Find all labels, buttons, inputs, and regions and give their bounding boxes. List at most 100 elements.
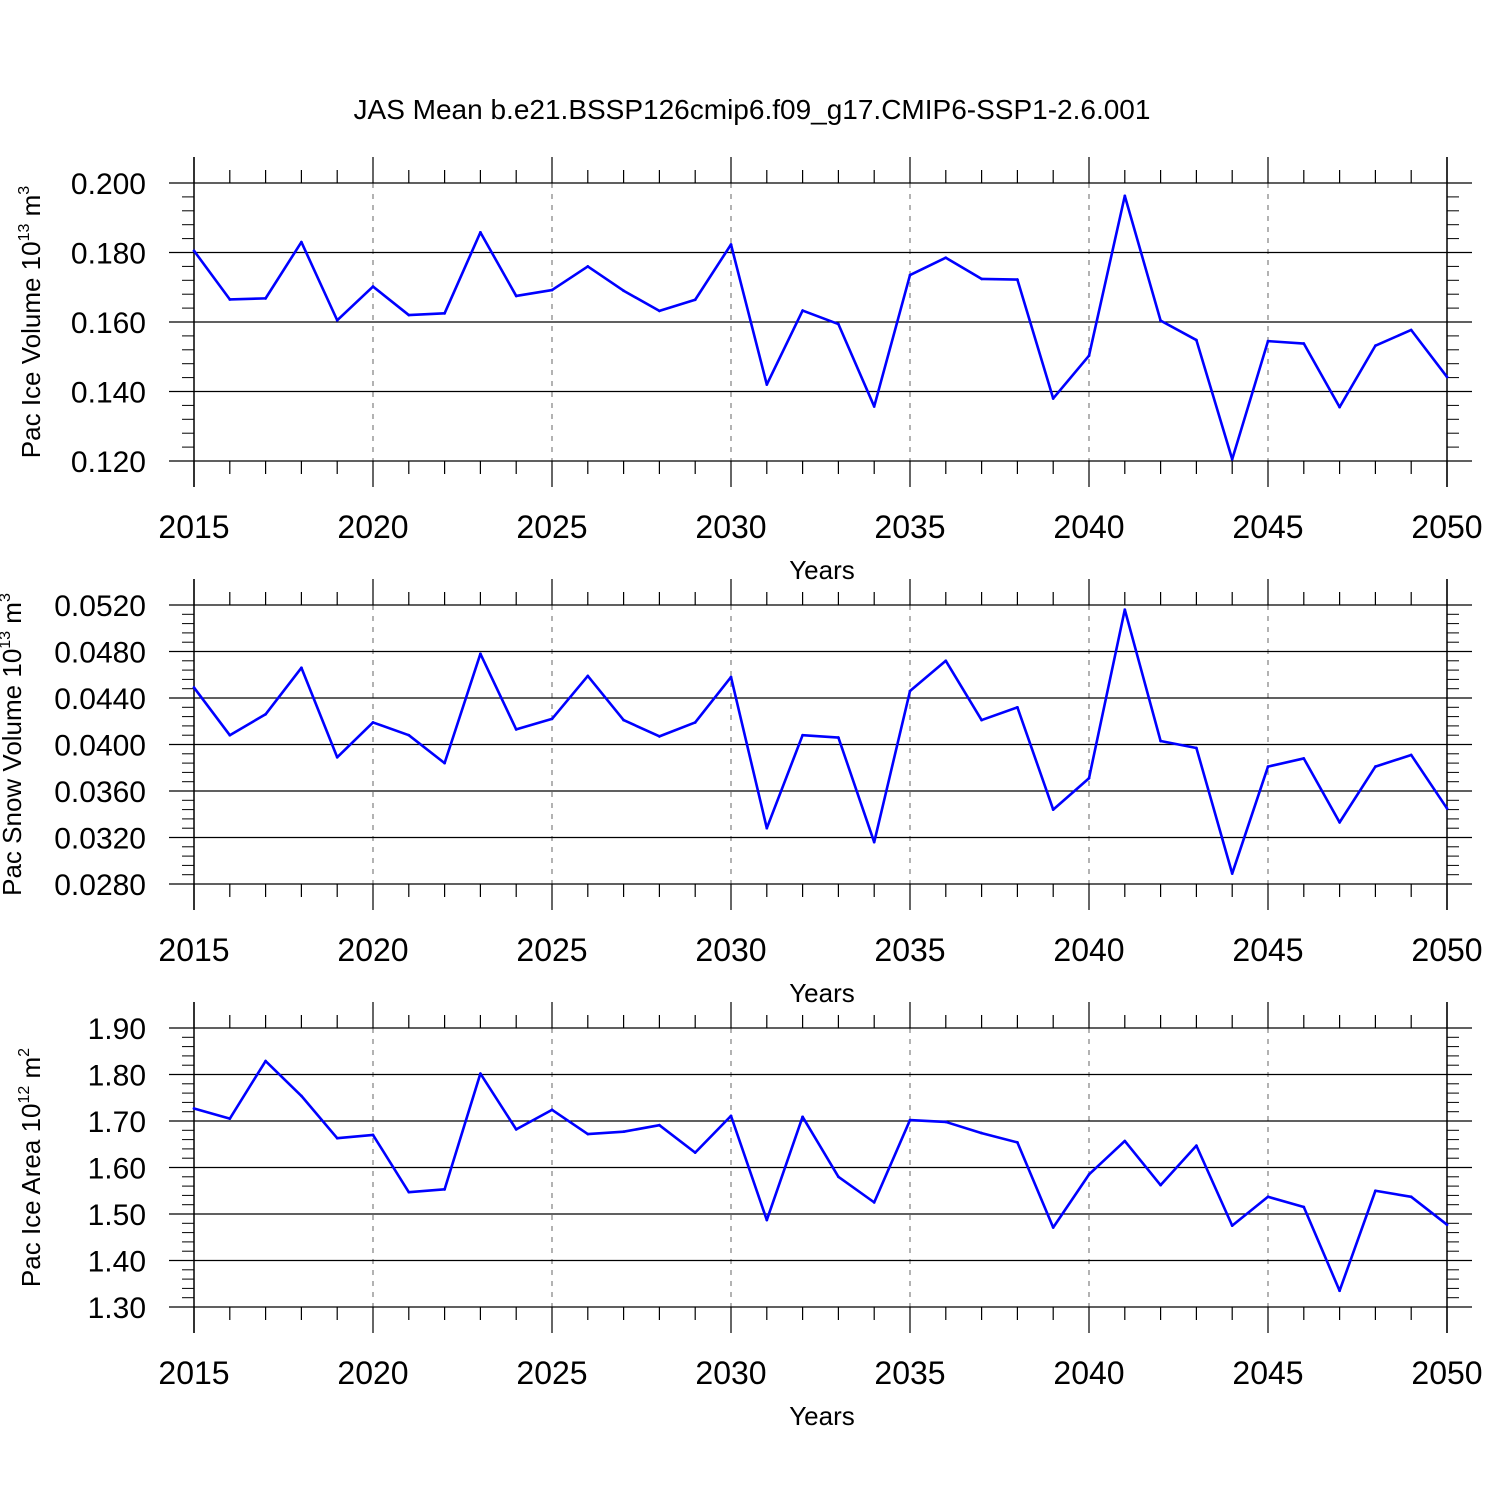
data-point	[765, 1218, 769, 1222]
data-point	[1266, 765, 1270, 768]
series-line-segment	[908, 1118, 948, 1124]
x-tick-label: 2030	[695, 509, 766, 545]
data-point	[1159, 739, 1162, 743]
data-point	[872, 840, 876, 844]
chart-title: JAS Mean b.e21.BSSP126cmip6.f09_g17.CMIP…	[354, 94, 1151, 125]
series-line-segment	[801, 733, 840, 739]
series-line-segment	[479, 652, 518, 731]
series-line-segment	[1051, 776, 1091, 811]
data-point	[1445, 375, 1449, 379]
series-line-segment	[1374, 328, 1413, 347]
series-line-segment	[1123, 194, 1162, 322]
data-point	[908, 1118, 912, 1122]
data-point	[1123, 194, 1127, 198]
data-point	[693, 721, 697, 724]
series-line-segment	[837, 736, 876, 844]
x-tick-label: 2040	[1053, 1355, 1124, 1391]
series-line-segment	[514, 717, 554, 731]
y-tick-label: 1.50	[88, 1199, 146, 1232]
series-line-segment	[371, 285, 411, 317]
series-line-segment	[1087, 1139, 1127, 1176]
y-tick-label: 0.0520	[54, 590, 146, 623]
data-point	[479, 652, 482, 656]
data-point	[192, 1107, 196, 1110]
x-tick-label: 2050	[1411, 1355, 1482, 1391]
data-point	[1195, 1144, 1198, 1147]
series-line-segment	[908, 659, 948, 693]
series-line-segment	[300, 666, 339, 759]
data-point	[1016, 706, 1019, 709]
series-line-segment	[586, 1130, 625, 1136]
data-point	[1338, 1289, 1341, 1293]
data-point	[586, 1132, 590, 1136]
series-line-segment	[801, 1115, 840, 1179]
data-point	[1195, 746, 1198, 750]
data-point	[1195, 338, 1198, 342]
data-point	[586, 674, 590, 678]
series-line-segment	[407, 733, 446, 765]
data-point	[658, 735, 661, 738]
data-point	[1409, 753, 1413, 757]
x-tick-label: 2050	[1411, 932, 1482, 968]
series-line-segment	[371, 1133, 411, 1194]
x-tick-label: 2045	[1232, 932, 1303, 968]
data-point	[264, 1059, 267, 1063]
series-line-segment	[443, 231, 482, 315]
series-line-segment	[192, 1107, 232, 1120]
series-line-segment	[479, 1072, 518, 1131]
x-tick-label: 2045	[1232, 509, 1303, 545]
y-tick-label: 0.0440	[54, 683, 146, 716]
series-line-segment	[1409, 1195, 1449, 1226]
series-line-segment	[586, 265, 625, 293]
series-line-segment	[693, 1114, 733, 1154]
data-point	[944, 1120, 948, 1124]
series-line-segment	[1338, 1189, 1377, 1293]
data-point	[192, 686, 196, 689]
x-tick-label: 2050	[1411, 509, 1482, 545]
series-line-segment	[586, 674, 625, 722]
series-line-segment	[264, 240, 303, 300]
y-tick-label: 1.60	[88, 1153, 146, 1186]
series-line-segment	[1302, 757, 1341, 824]
series-line-segment	[658, 298, 697, 313]
y-tick-label: 1.30	[88, 1292, 146, 1325]
data-point	[371, 285, 375, 288]
series-line-segment	[335, 285, 375, 322]
data-point	[944, 256, 948, 260]
data-point	[1051, 397, 1055, 400]
data-point	[1338, 821, 1341, 824]
data-point	[658, 1123, 661, 1127]
data-point	[1230, 457, 1234, 461]
data-point	[300, 240, 303, 244]
y-axis-label: Pac Snow Volume 1013 m3	[0, 593, 27, 896]
data-point	[192, 249, 196, 253]
data-point	[1051, 808, 1055, 811]
data-point	[1123, 1139, 1127, 1143]
series-line-segment	[335, 721, 375, 759]
series-line-segment	[944, 1120, 983, 1135]
data-point	[980, 718, 983, 722]
series-line-segment	[228, 712, 267, 737]
data-point	[837, 736, 840, 739]
y-tick-label: 0.140	[71, 377, 146, 410]
series-line-segment	[407, 1188, 446, 1194]
y-tick-label: 1.90	[88, 1013, 146, 1046]
y-tick-label: 0.160	[71, 307, 146, 340]
series-line-segment	[980, 705, 1019, 722]
data-point	[1374, 1189, 1377, 1193]
data-point	[550, 1108, 554, 1112]
series-line-segment	[693, 675, 733, 724]
series-line-segment	[1123, 1139, 1162, 1187]
y-tick-label: 0.0360	[54, 776, 146, 809]
y-tick-label: 0.180	[71, 238, 146, 271]
series-line-segment	[1195, 746, 1234, 875]
y-tick-label: 0.0400	[54, 730, 146, 763]
data-point	[837, 1175, 840, 1179]
series-line-segment	[729, 1114, 769, 1222]
series-line-segment	[872, 689, 912, 844]
series-line-segment	[658, 1123, 697, 1154]
y-tick-label: 1.70	[88, 1106, 146, 1139]
series-line-segment	[228, 297, 267, 301]
series-line-segment	[801, 309, 840, 326]
